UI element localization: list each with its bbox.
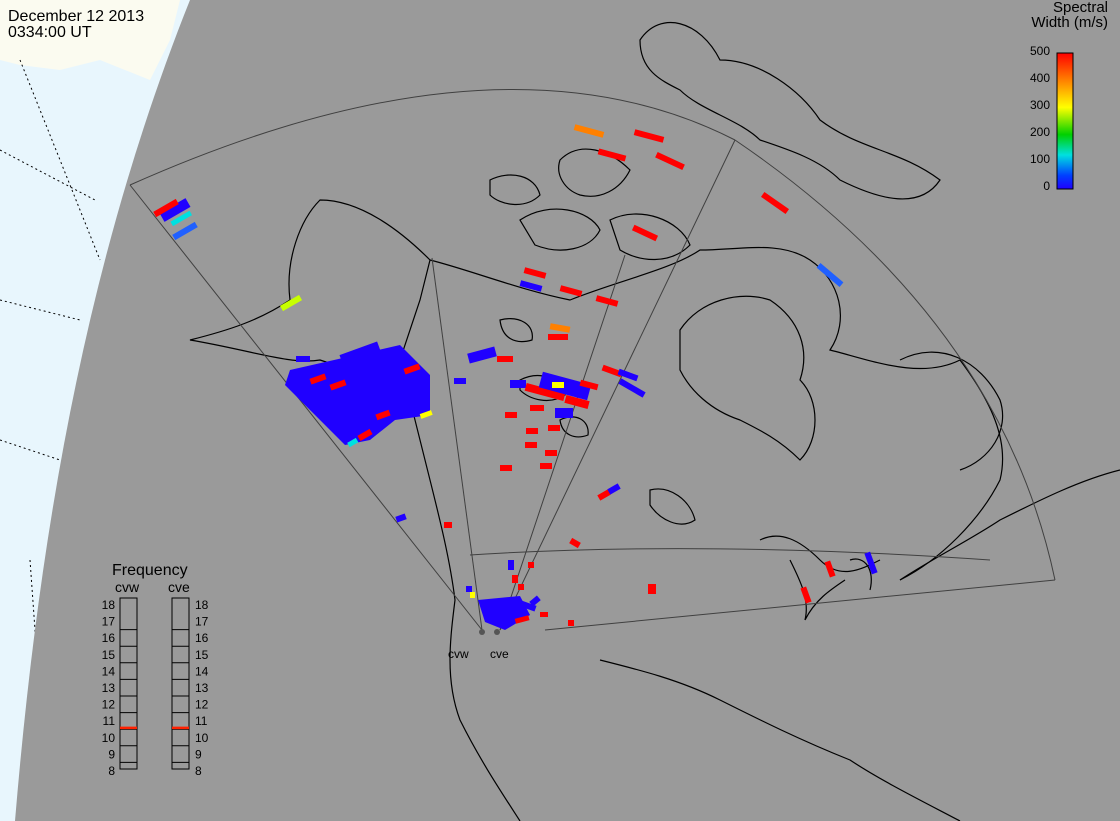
header: December 12 2013 0334:00 UT [8, 9, 144, 41]
colorbar-title: Spectral Width (m/s) [1031, 0, 1108, 30]
freq-scale-label-left: 8 [108, 764, 115, 778]
freq-scale-label-left: 9 [108, 747, 115, 761]
freq-scale-label-left: 14 [102, 664, 116, 678]
cve-site-label: cve [490, 647, 509, 661]
freq-cvw-bar [119, 597, 138, 770]
header-time: 0334:00 UT [8, 24, 92, 41]
freq-scale-label-right: 12 [195, 698, 209, 712]
freq-scale-label-right: 13 [195, 681, 209, 695]
freq-scale-label-left: 13 [102, 681, 116, 695]
colorbar-tick-label: 400 [1029, 71, 1050, 85]
freq-scale-label-right: 10 [195, 731, 209, 745]
cvw-site-label: cvw [448, 647, 469, 661]
colorbar-tick-label: 300 [1029, 98, 1050, 112]
colorbar-tick-label: 100 [1029, 152, 1050, 166]
cvw-site-marker [479, 629, 485, 635]
freq-scale-label-right: 17 [195, 615, 209, 629]
colorbar-gradient [1056, 52, 1074, 190]
frequency-panel: Frequency cvw cve 18 18 17 17 16 16 15 15 14 14 13… [102, 562, 209, 778]
radar-echoes [153, 124, 878, 630]
freq-scale-label-left: 18 [102, 598, 116, 612]
freq-scale-label-left: 16 [102, 631, 116, 645]
freq-scale-label-right: 16 [195, 631, 209, 645]
header-date: December 12 2013 [8, 8, 145, 25]
polar-land [0, 0, 180, 80]
colorbar-tick-label: 200 [1029, 125, 1050, 139]
freq-scale-label-right: 18 [195, 598, 209, 612]
colorbar [1056, 52, 1074, 190]
freq-scale-label-right: 15 [195, 648, 209, 662]
frequency-title: Frequency [112, 562, 188, 579]
freq-cve-bar [171, 597, 190, 770]
freq-scale-label-left: 11 [103, 714, 116, 728]
freq-cvw-label: cvw [115, 579, 140, 595]
freq-scale-label-left: 17 [102, 615, 116, 629]
colorbar-tick-label: 500 [1029, 44, 1050, 58]
freq-scale-label-left: 12 [102, 698, 116, 712]
freq-scale-label-right: 14 [195, 664, 209, 678]
freq-scale-label-right: 11 [195, 714, 208, 728]
colorbar-title-line1: Spectral [1052, 0, 1108, 16]
cve-site-marker [494, 629, 500, 635]
freq-scale-label-left: 10 [102, 731, 116, 745]
colorbar-title-line2: Width (m/s) [1031, 14, 1108, 31]
colorbar-tick-label: 0 [1043, 179, 1050, 193]
freq-scale-label-right: 9 [195, 747, 202, 761]
freq-cve-label: cve [168, 579, 190, 595]
freq-scale-label-right: 8 [195, 764, 202, 778]
freq-scale-label-left: 15 [102, 648, 116, 662]
radar-fov [129, 88, 1056, 631]
